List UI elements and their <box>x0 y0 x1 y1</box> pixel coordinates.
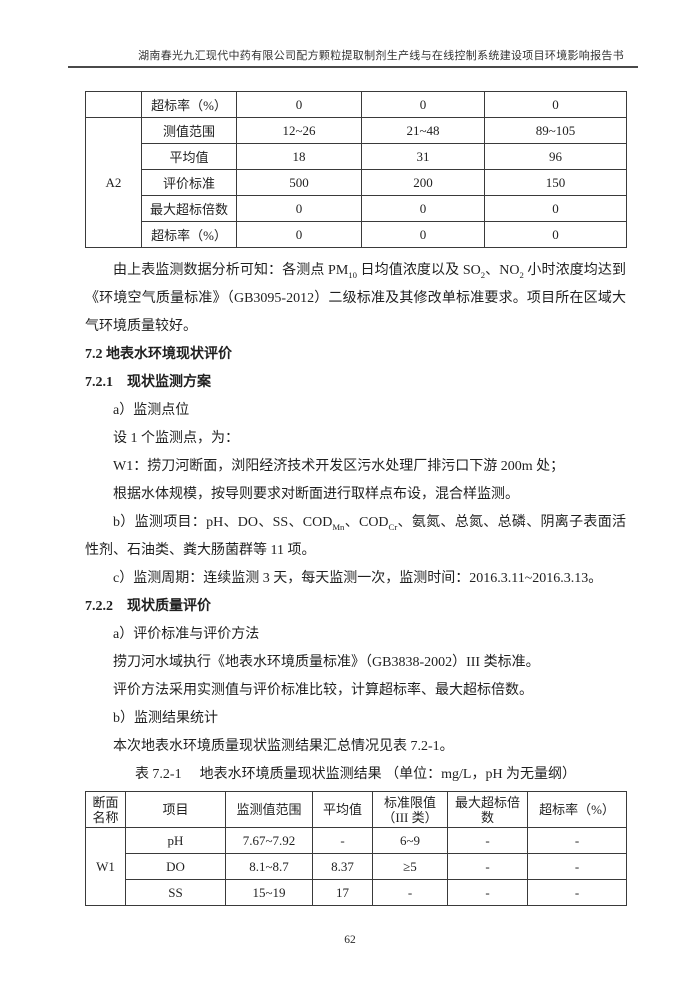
table-row: 超标率（%） 0 0 0 <box>85 91 627 118</box>
cell-metric-label: 超标率（%） <box>141 221 237 248</box>
table-row: A2 测值范围 12~26 21~48 89~105 <box>85 117 627 248</box>
table-caption-title: 地表水环境质量现状监测结果 （单位：mg/L，pH 为无量纲） <box>199 767 577 782</box>
cell-value: 0 <box>361 221 485 248</box>
table-row: W1 pH 7.67~7.92 - 6~9 - - <box>85 827 627 906</box>
cell-metric-label: 平均值 <box>141 143 237 170</box>
table-caption-label: 表 7.2-1 <box>134 767 182 782</box>
cell-limit: ≥5 <box>372 853 448 880</box>
cell-value: 500 <box>236 169 362 196</box>
page-content: 超标率（%） 0 0 0 A2 测值范围 12~26 21~48 89~105 … <box>85 91 627 906</box>
cell-value: 12~26 <box>236 117 362 144</box>
cell-value: 0 <box>236 221 362 248</box>
cell-metric-label: 超标率（%） <box>141 91 237 118</box>
cell-value: 0 <box>361 195 485 222</box>
cell-value: 150 <box>484 169 627 196</box>
cell-average: - <box>312 827 373 854</box>
header-exceed-rate: 超标率（%） <box>527 791 627 828</box>
cell-max-exceed: - <box>447 827 528 854</box>
cell-value: 18 <box>236 143 362 170</box>
table-header-row: 断面名称 项目 监测值范围 平均值 标准限值（III 类） 最大超标倍数 超标率… <box>85 791 627 828</box>
cell-exceed-rate: - <box>527 853 627 880</box>
cell-max-exceed: - <box>447 879 528 906</box>
cell-max-exceed: - <box>447 853 528 880</box>
cell-value: 0 <box>484 195 627 222</box>
cell-item: DO <box>125 853 226 880</box>
cell-range: 15~19 <box>225 879 313 906</box>
cell-value: 96 <box>484 143 627 170</box>
cell-value: 0 <box>484 91 627 118</box>
line-method: 评价方法采用实测值与评价标准比较，计算超标率、最大超标倍数。 <box>113 683 533 698</box>
heading-7-2-1: 7.2.1 现状监测方案 <box>85 375 211 390</box>
cell-average: 8.37 <box>312 853 373 880</box>
cell-exceed-rate: - <box>527 827 627 854</box>
page-header: 湖南春光九汇现代中药有限公司配方颗粒提取制剂生产线与在线控制系统建设项目环境影响… <box>68 0 638 68</box>
cell-value: 0 <box>236 195 362 222</box>
cell-value: 0 <box>236 91 362 118</box>
heading-7-2-2: 7.2.2 现状质量评价 <box>85 599 211 614</box>
header-item: 项目 <box>125 791 226 828</box>
cell-group-empty <box>85 91 142 118</box>
header-average: 平均值 <box>312 791 373 828</box>
cell-value: 0 <box>484 221 627 248</box>
cell-limit: 6~9 <box>372 827 448 854</box>
table-row: 平均值 18 31 96 <box>86 143 627 170</box>
table-row: DO 8.1~8.7 8.37 ≥5 - - <box>86 853 627 880</box>
heading-7-2: 7.2 地表水环境现状评价 <box>85 347 232 362</box>
page-number: 62 <box>344 934 356 946</box>
table-row: 超标率（%） 0 0 0 <box>86 221 627 248</box>
air-quality-table: 超标率（%） 0 0 0 A2 测值范围 12~26 21~48 89~105 … <box>85 91 627 248</box>
table-row: SS 15~19 17 - - - <box>86 879 627 906</box>
cell-item: SS <box>125 879 226 906</box>
cell-exceed-rate: - <box>527 879 627 906</box>
para-monitoring-items: b）监测项目：pH、DO、SS、CODMn、CODCr、氨氮、总氮、总磷、阴离子… <box>85 515 626 558</box>
body-text: 由上表监测数据分析可知：各测点 PM10 日均值浓度以及 SO2、NO2 小时浓… <box>85 257 626 789</box>
header-section-name: 断面名称 <box>85 791 126 828</box>
line-standard: 捞刀河水域执行《地表水环境质量标准》（GB3838-2002）III 类标准。 <box>113 655 540 670</box>
cell-metric-label: 测值范围 <box>141 117 237 144</box>
table-row: 评价标准 500 200 150 <box>86 169 627 196</box>
para-air-summary: 由上表监测数据分析可知：各测点 PM10 日均值浓度以及 SO2、NO2 小时浓… <box>85 263 627 334</box>
table-caption: 表 7.2-1 地表水环境质量现状监测结果 （单位：mg/L，pH 为无量纲） <box>85 761 626 789</box>
cell-value: 0 <box>361 91 485 118</box>
cell-range: 8.1~8.7 <box>225 853 313 880</box>
cell-group-a2: A2 <box>85 117 142 248</box>
cell-average: 17 <box>312 879 373 906</box>
header-limit: 标准限值（III 类） <box>372 791 448 828</box>
line-set-point: 设 1 个监测点，为： <box>113 431 239 446</box>
line-eval-title: a）评价标准与评价方法 <box>113 627 260 642</box>
cell-limit: - <box>372 879 448 906</box>
cell-value: 200 <box>361 169 485 196</box>
cell-value: 21~48 <box>361 117 485 144</box>
cell-metric-label: 最大超标倍数 <box>141 195 237 222</box>
line-monitoring-points: a）监测点位 <box>113 403 190 418</box>
cell-group-w1: W1 <box>85 827 126 906</box>
line-monitoring-period: c）监测周期：连续监测 3 天，每天监测一次，监测时间：2016.3.11~20… <box>113 571 603 586</box>
line-result-title: b）监测结果统计 <box>113 711 218 726</box>
cell-value: 89~105 <box>484 117 627 144</box>
header-max-exceed: 最大超标倍数 <box>447 791 528 828</box>
line-sampling-basis: 根据水体规模，按导则要求对断面进行取样点布设，混合样监测。 <box>113 487 519 502</box>
cell-item: pH <box>125 827 226 854</box>
cell-range: 7.67~7.92 <box>225 827 313 854</box>
water-quality-table: 断面名称 项目 监测值范围 平均值 标准限值（III 类） 最大超标倍数 超标率… <box>85 791 627 906</box>
cell-value: 31 <box>361 143 485 170</box>
cell-metric-label: 评价标准 <box>141 169 237 196</box>
line-w1-location: W1：捞刀河断面，浏阳经济技术开发区污水处理厂排污口下游 200m 处； <box>113 459 565 474</box>
table-row: 最大超标倍数 0 0 0 <box>86 195 627 222</box>
report-title: 湖南春光九汇现代中药有限公司配方颗粒提取制剂生产线与在线控制系统建设项目环境影响… <box>68 47 638 68</box>
header-range: 监测值范围 <box>225 791 313 828</box>
line-result-ref: 本次地表水环境质量现状监测结果汇总情况见表 7.2-1。 <box>113 739 454 754</box>
